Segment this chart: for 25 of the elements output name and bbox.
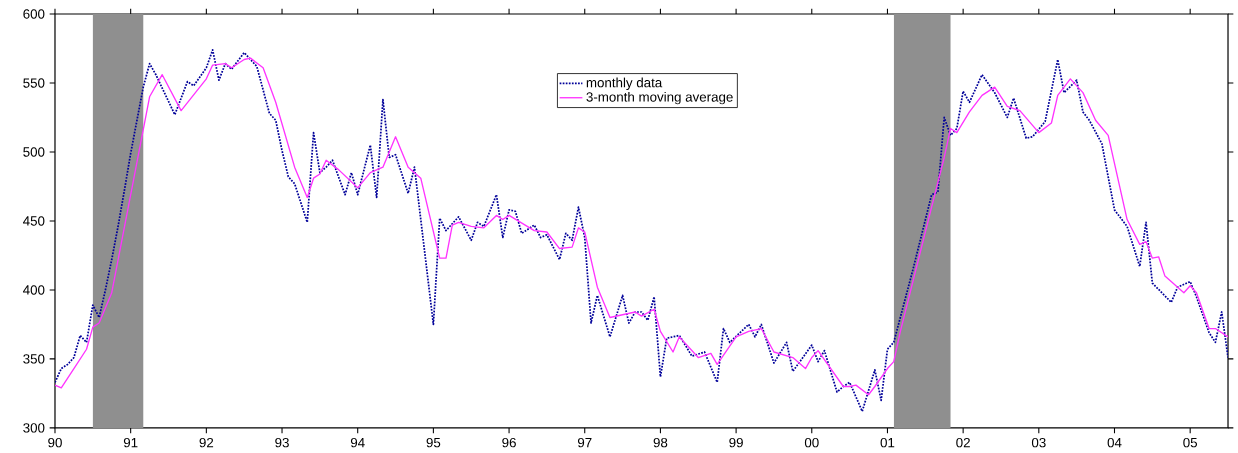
x-tick-label: 04 — [1107, 437, 1122, 448]
legend-label: monthly data — [586, 77, 663, 91]
y-tick-label: 500 — [23, 147, 45, 157]
x-tick-label: 99 — [729, 437, 743, 448]
x-tick-label: 90 — [48, 437, 62, 448]
y-tick-label: 400 — [23, 285, 45, 295]
x-tick-label: 97 — [577, 437, 592, 448]
x-tick-label: 98 — [653, 437, 668, 448]
x-tick-label: 93 — [275, 437, 289, 448]
y-tick-label: 550 — [23, 78, 45, 88]
x-tick-label: 01 — [880, 437, 895, 448]
x-tick-label: 05 — [1183, 437, 1198, 448]
x-tick-label: 91 — [123, 437, 138, 448]
x-tick-label: 94 — [350, 437, 365, 448]
x-tick-label: 95 — [426, 437, 441, 448]
y-tick-label: 600 — [23, 9, 45, 19]
y-tick-label: 350 — [23, 354, 45, 364]
x-tick-label: 96 — [502, 437, 516, 448]
y-tick-label: 450 — [23, 216, 45, 226]
x-tick-label: 03 — [1031, 437, 1046, 448]
x-tick-label: 92 — [199, 437, 214, 448]
y-tick-label: 300 — [23, 423, 45, 433]
legend-label: 3-month moving average — [586, 91, 733, 105]
x-tick-label: 00 — [804, 437, 819, 448]
x-tick-label: 02 — [956, 437, 970, 448]
